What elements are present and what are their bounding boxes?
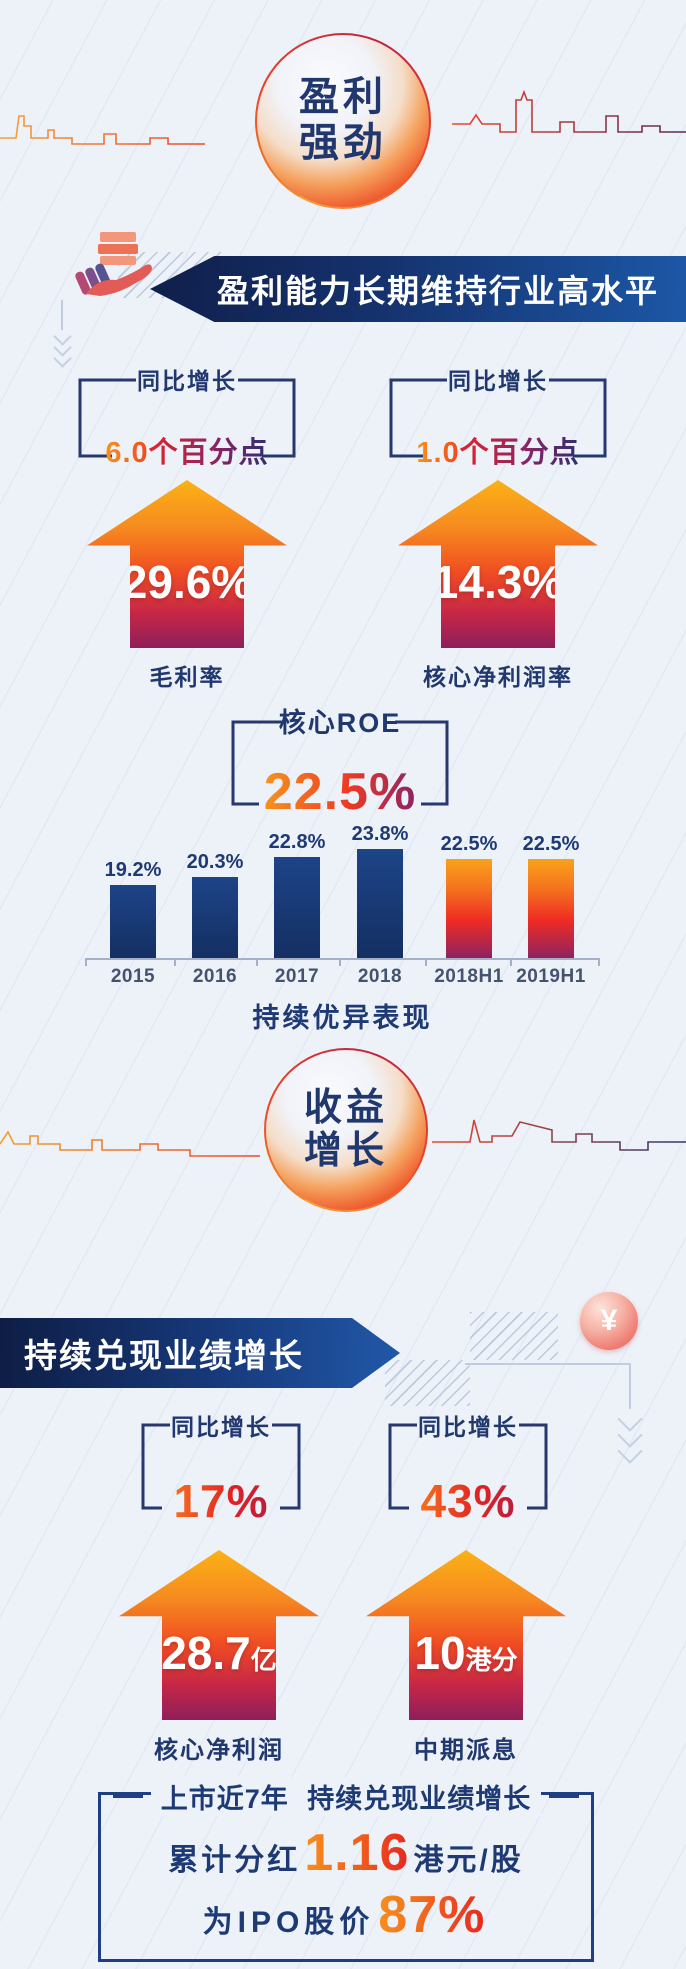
profit-badge: 盈利 强劲	[255, 33, 431, 209]
bar-group-2016: 20.3%	[180, 852, 250, 958]
bracket-label: 同比增长	[171, 1414, 271, 1440]
bracket-frame	[141, 1423, 301, 1510]
chart-x-axis	[85, 958, 600, 966]
line-prefix: 为IPO股价	[202, 1906, 375, 1939]
growth-value: 43%	[420, 1475, 516, 1527]
metric-label-interim-dividend: 中期派息	[414, 1737, 518, 1764]
bar-value-label: 23.8%	[351, 823, 409, 845]
badge-text-line: 收益	[303, 1086, 388, 1129]
bar-group-2018h1: 22.5%	[434, 834, 504, 958]
bracket-label: 同比增长	[137, 368, 237, 394]
x-tick-label: 2018	[357, 966, 403, 987]
bar-value-label: 22.5%	[522, 833, 580, 855]
x-tick-label: 2016	[192, 966, 238, 987]
bar-value-label: 19.2%	[104, 859, 162, 881]
arrow-unit: 亿	[250, 1644, 277, 1675]
roe-label: 核心ROE	[278, 708, 402, 738]
bracket-frame	[78, 378, 296, 458]
income-badge: 收益 增长	[264, 1048, 428, 1212]
core-roe-bracket: 核心ROE 22.5%	[225, 710, 455, 820]
title-dash	[549, 1795, 580, 1798]
x-tick-label: 2019H1	[516, 966, 586, 987]
delta-number: 6.0	[105, 437, 149, 469]
line-suffix: 港元/股	[413, 1844, 524, 1877]
net-margin-growth-bracket: 同比增长 1.0个百分点	[383, 370, 613, 470]
hand-coins-icon	[75, 232, 152, 296]
banner-title: 持续兑现业绩增长	[24, 1337, 304, 1374]
arrow-number: 28.7	[161, 1626, 251, 1679]
profit-section-banner: 盈利能力长期维持行业高水平	[150, 256, 686, 322]
city-skyline-decoration	[0, 1119, 686, 1157]
yen-coin-icon: ¥	[580, 1292, 638, 1350]
bar-value-label: 22.5%	[440, 833, 498, 855]
bar	[274, 857, 320, 958]
yen-symbol: ¥	[600, 1304, 618, 1337]
title-dash	[112, 1795, 143, 1798]
metric-label-net-margin: 核心净利润率	[423, 664, 573, 690]
bar-group-2015: 19.2%	[98, 860, 168, 958]
hatch-decoration	[385, 1360, 470, 1406]
connector-line	[629, 1363, 631, 1409]
bar-value-label: 20.3%	[186, 851, 244, 873]
bracket-frame	[388, 1423, 548, 1510]
bar-value-label: 22.8%	[268, 831, 326, 853]
summary-title-row: 上市近7年 持续兑现业绩增长	[101, 1777, 591, 1816]
chevron-down-icon	[617, 1406, 643, 1464]
bracket-label: 同比增长	[448, 368, 548, 394]
metric-label-core-profit: 核心净利润	[154, 1737, 284, 1764]
arrow-value: 29.6%	[121, 555, 253, 608]
up-arrow-interim-dividend: 10港分	[366, 1550, 566, 1720]
ipo-price-ratio-line: 为IPO股价 87%	[203, 1889, 490, 1941]
x-tick-label: 2017	[274, 966, 320, 987]
up-arrow-gross-margin: 29.6%	[87, 480, 287, 648]
banner-title: 盈利能力长期维持行业高水平	[216, 273, 659, 309]
summary-title: 上市近7年 持续兑现业绩增长	[150, 1777, 542, 1816]
chart-caption: 持续优异表现	[252, 1003, 433, 1033]
bar-group-2018: 23.8%	[345, 824, 415, 958]
x-tick-label: 2015	[110, 966, 156, 987]
delta-unit: 个百分点	[459, 437, 580, 469]
ipo-ratio-value: 87%	[374, 1889, 489, 1941]
bar	[528, 859, 574, 958]
badge-text-line: 盈利	[299, 75, 387, 120]
profit-growth-bracket: 同比增长 17%	[136, 1416, 306, 1528]
up-arrow-net-margin: 14.3%	[398, 480, 598, 648]
connector-line	[465, 1363, 630, 1365]
delta-unit: 个百分点	[148, 437, 269, 469]
income-section-banner: 持续兑现业绩增长	[0, 1318, 400, 1388]
gross-margin-growth-bracket: 同比增长 6.0个百分点	[72, 370, 302, 470]
arrow-unit: 港分	[465, 1644, 518, 1675]
bar	[446, 859, 492, 958]
roe-value: 22.5%	[263, 763, 417, 821]
bar	[192, 877, 238, 958]
badge-text-line: 强劲	[299, 121, 387, 165]
metric-label-gross-margin: 毛利率	[149, 664, 225, 690]
dividend-per-share-value: 1.16	[300, 1827, 413, 1879]
connector-line	[61, 300, 63, 330]
up-arrow-core-profit: 28.7亿	[119, 1550, 319, 1720]
line-prefix: 累计分红	[168, 1844, 301, 1877]
bar-group-2017: 22.8%	[262, 832, 332, 958]
growth-value: 17%	[173, 1475, 269, 1527]
bracket-label: 同比增长	[418, 1414, 518, 1440]
arrow-value: 14.3%	[432, 555, 564, 608]
chevron-down-icon	[52, 327, 72, 368]
bar	[110, 885, 156, 958]
delta-number: 1.0	[416, 437, 460, 469]
city-skyline-decoration	[0, 89, 686, 145]
dividend-growth-bracket: 同比增长 43%	[383, 1416, 553, 1528]
badge-text-line: 增长	[303, 1130, 388, 1172]
bar-group-2019h1: 22.5%	[516, 834, 586, 958]
x-tick-label: 2018H1	[434, 966, 504, 987]
dividend-summary-box: 上市近7年 持续兑现业绩增长 累计分红 1.16 港元/股 为IPO股价 87%	[98, 1777, 594, 1962]
bracket-frame	[231, 720, 449, 806]
arrow-number: 10	[414, 1626, 466, 1679]
roe-bar-chart: 19.2% 20.3% 22.8% 23.8% 22.5% 22.5%	[0, 824, 686, 958]
cumulative-dividend-line: 累计分红 1.16 港元/股	[168, 1827, 524, 1879]
bar	[357, 849, 403, 958]
bracket-frame	[389, 378, 607, 458]
hatch-decoration	[470, 1312, 558, 1360]
